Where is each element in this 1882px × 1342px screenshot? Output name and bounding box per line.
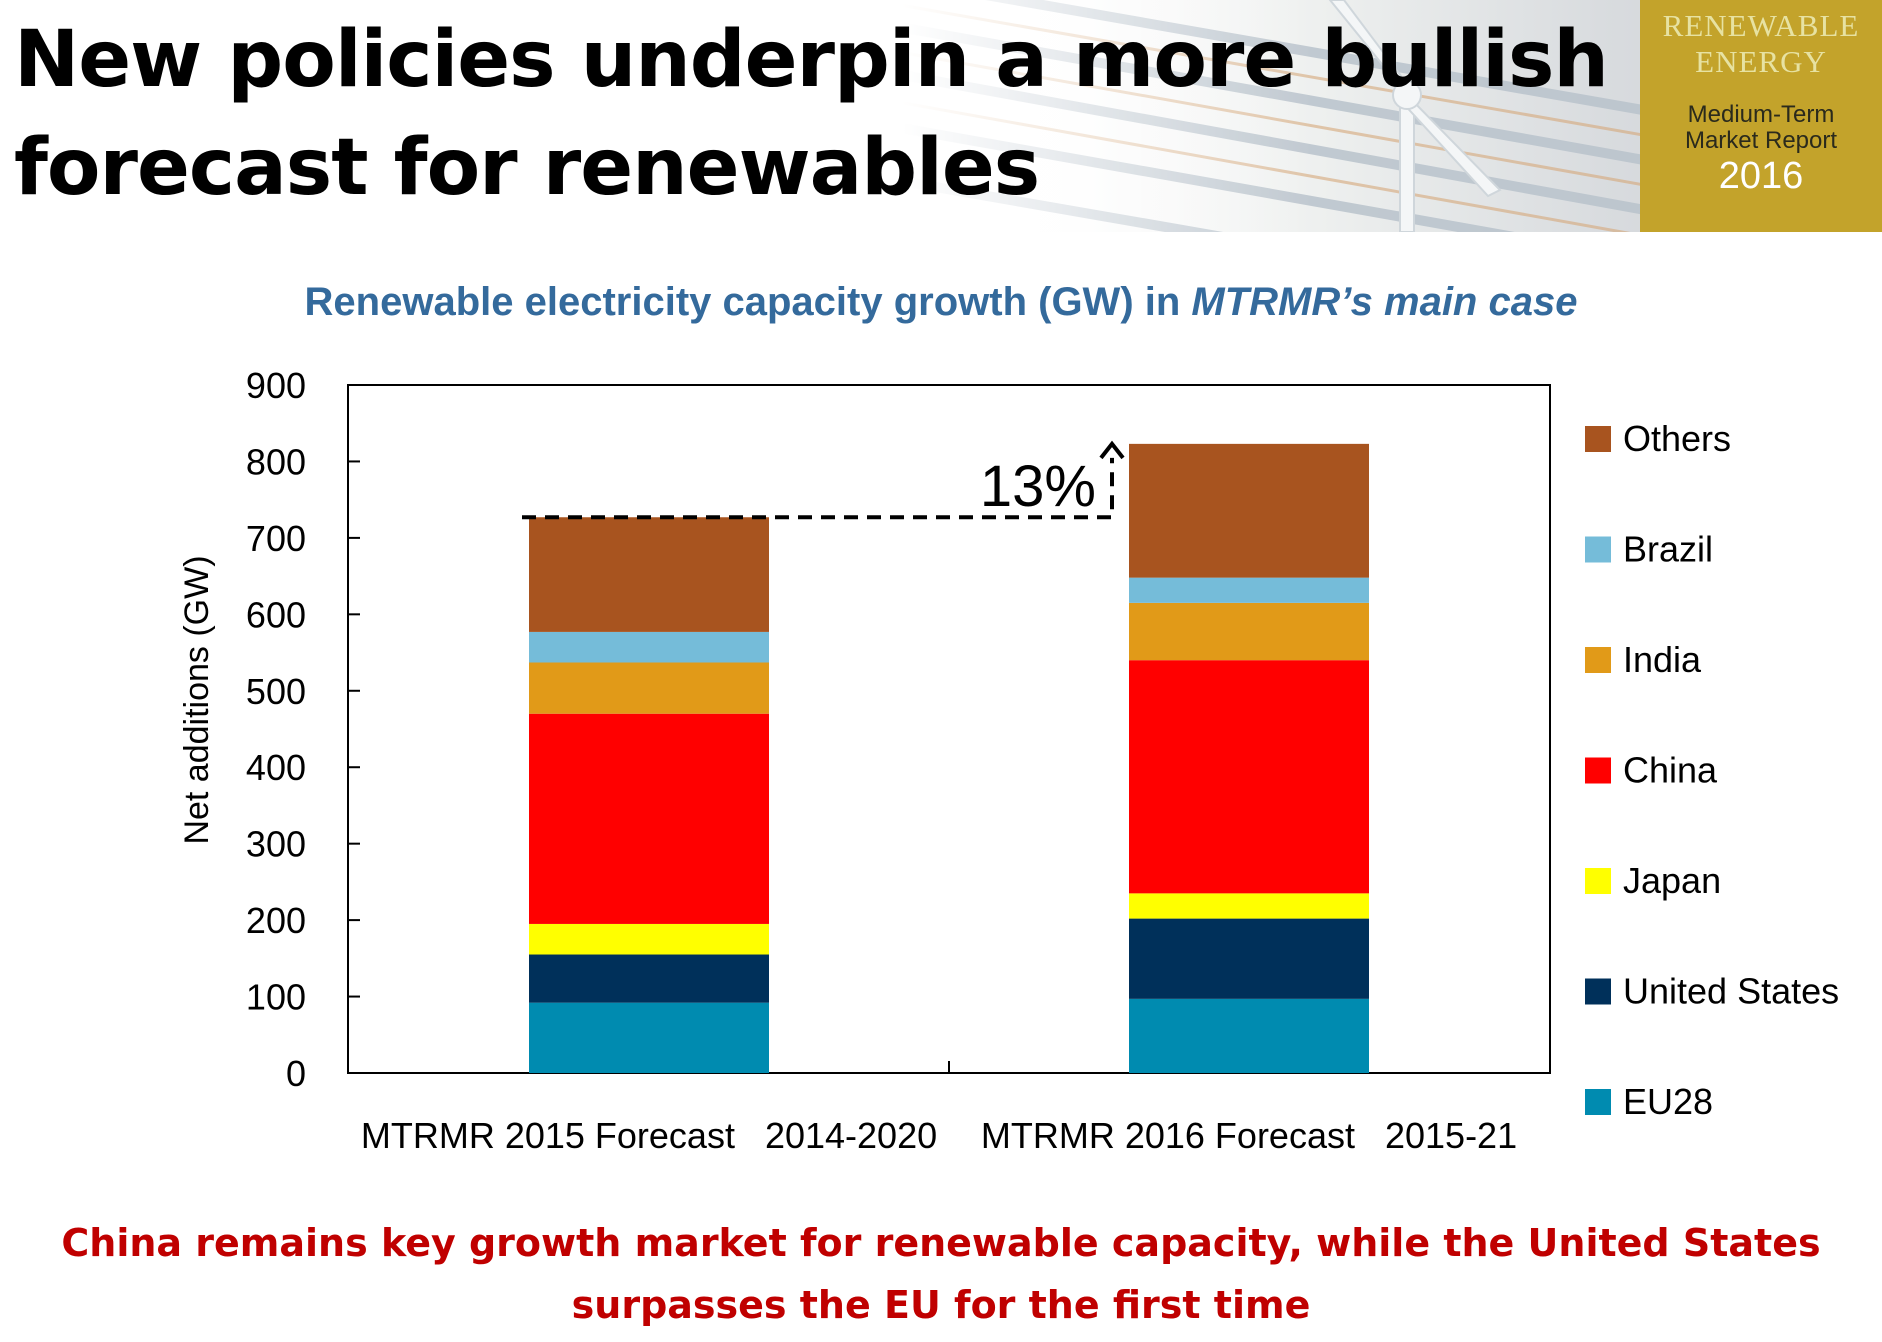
legend-swatch-eu28: [1585, 1089, 1611, 1115]
y-tick-label: 400: [246, 747, 306, 788]
page-title-line-2: forecast for renewables: [14, 123, 1040, 213]
header-banner: New policies underpin a more bullish for…: [0, 0, 1882, 232]
badge-year: 2016: [1718, 155, 1804, 197]
bar-segment-others-1: [529, 517, 769, 632]
plot-area-frame: [347, 384, 1551, 1074]
y-tick-label: 700: [246, 518, 306, 559]
report-logo-badge: RENEWABLE ENERGY Medium-Term Market Repo…: [1640, 0, 1882, 232]
bar-segment-others-2: [1129, 443, 1369, 578]
legend-label-brazil: Brazil: [1623, 529, 1713, 570]
stacked-bar-chart: 0 100 200 300 400 500 600 700 800 900 MTRMR 2015 …: [178, 365, 1839, 1156]
y-tick-label: 200: [246, 900, 306, 941]
legend-swatch-others: [1585, 426, 1611, 452]
legend-label-japan: Japan: [1623, 860, 1721, 901]
page-title-line-1: New policies underpin a more bullish: [14, 15, 1609, 105]
badge-line-renewable: RENEWABLE: [1662, 8, 1860, 43]
chart-title-text: Renewable electricity capacity growth (G…: [304, 280, 1192, 324]
footer-takeaway: China remains key growth market for rene…: [20, 1212, 1862, 1336]
badge-line-medium-term: Medium-Term: [1687, 101, 1835, 128]
bar-segment-brazil-1: [529, 631, 769, 663]
legend-swatch-china: [1585, 757, 1611, 784]
bar-segment-eu28-2: [1129, 998, 1369, 1073]
growth-dashed-arrow: [522, 457, 1114, 520]
bar-segment-united-states-2: [1129, 918, 1369, 999]
x-category-label: MTRMR 2016 Forecast 2015-21: [981, 1115, 1517, 1156]
bar-segment-brazil-2: [1129, 577, 1369, 603]
y-tick-label: 800: [246, 441, 306, 482]
legend-label-china: China: [1623, 750, 1718, 791]
legend-label-others: Others: [1623, 418, 1731, 459]
legend-swatch-japan: [1585, 868, 1611, 894]
footer-line-2: surpasses the EU for the first time: [571, 1283, 1311, 1327]
bar-segment-china-2: [1129, 660, 1369, 894]
bar-segment-india-2: [1129, 602, 1369, 661]
bar-segment-china-1: [529, 713, 769, 924]
bar-segment-united-states-1: [529, 954, 769, 1003]
legend-label-united-states: United States: [1623, 971, 1839, 1012]
y-tick-label: 900: [246, 365, 306, 406]
footer-line-1: China remains key growth market for rene…: [61, 1221, 1821, 1265]
badge-line-market-report: Market Report: [1684, 127, 1838, 154]
y-axis-title: Net additions (GW): [178, 555, 216, 844]
legend-swatch-brazil: [1585, 536, 1611, 563]
y-tick-label: 500: [246, 671, 306, 712]
y-tick-label: 0: [286, 1053, 306, 1094]
legend-swatch-india: [1585, 647, 1611, 673]
bar-segment-india-1: [529, 662, 769, 714]
badge-line-energy: ENERGY: [1695, 44, 1827, 79]
bar-segment-japan-2: [1129, 893, 1369, 919]
chart-title-italic-text: MTRMR’s main case: [1191, 280, 1578, 324]
bar-segment-eu28-1: [529, 1002, 769, 1073]
chart-title: Renewable electricity capacity growth (G…: [0, 280, 1882, 325]
x-category-label: MTRMR 2015 Forecast 2014-2020: [361, 1115, 937, 1156]
growth-arrow-head: [1099, 440, 1125, 460]
y-tick-label: 600: [246, 594, 306, 635]
bar-segment-japan-1: [529, 923, 769, 955]
y-tick-label: 300: [246, 824, 306, 865]
page-title: New policies underpin a more bullish for…: [14, 6, 1614, 222]
y-tick-label: 100: [246, 977, 306, 1018]
legend-label-india: India: [1623, 639, 1702, 680]
legend-label-eu28: EU28: [1623, 1081, 1713, 1122]
legend-swatch-united-states: [1585, 978, 1611, 1005]
solar-panel-banner-image: [0, 0, 1640, 232]
growth-percent-label: 13%: [980, 454, 1096, 519]
